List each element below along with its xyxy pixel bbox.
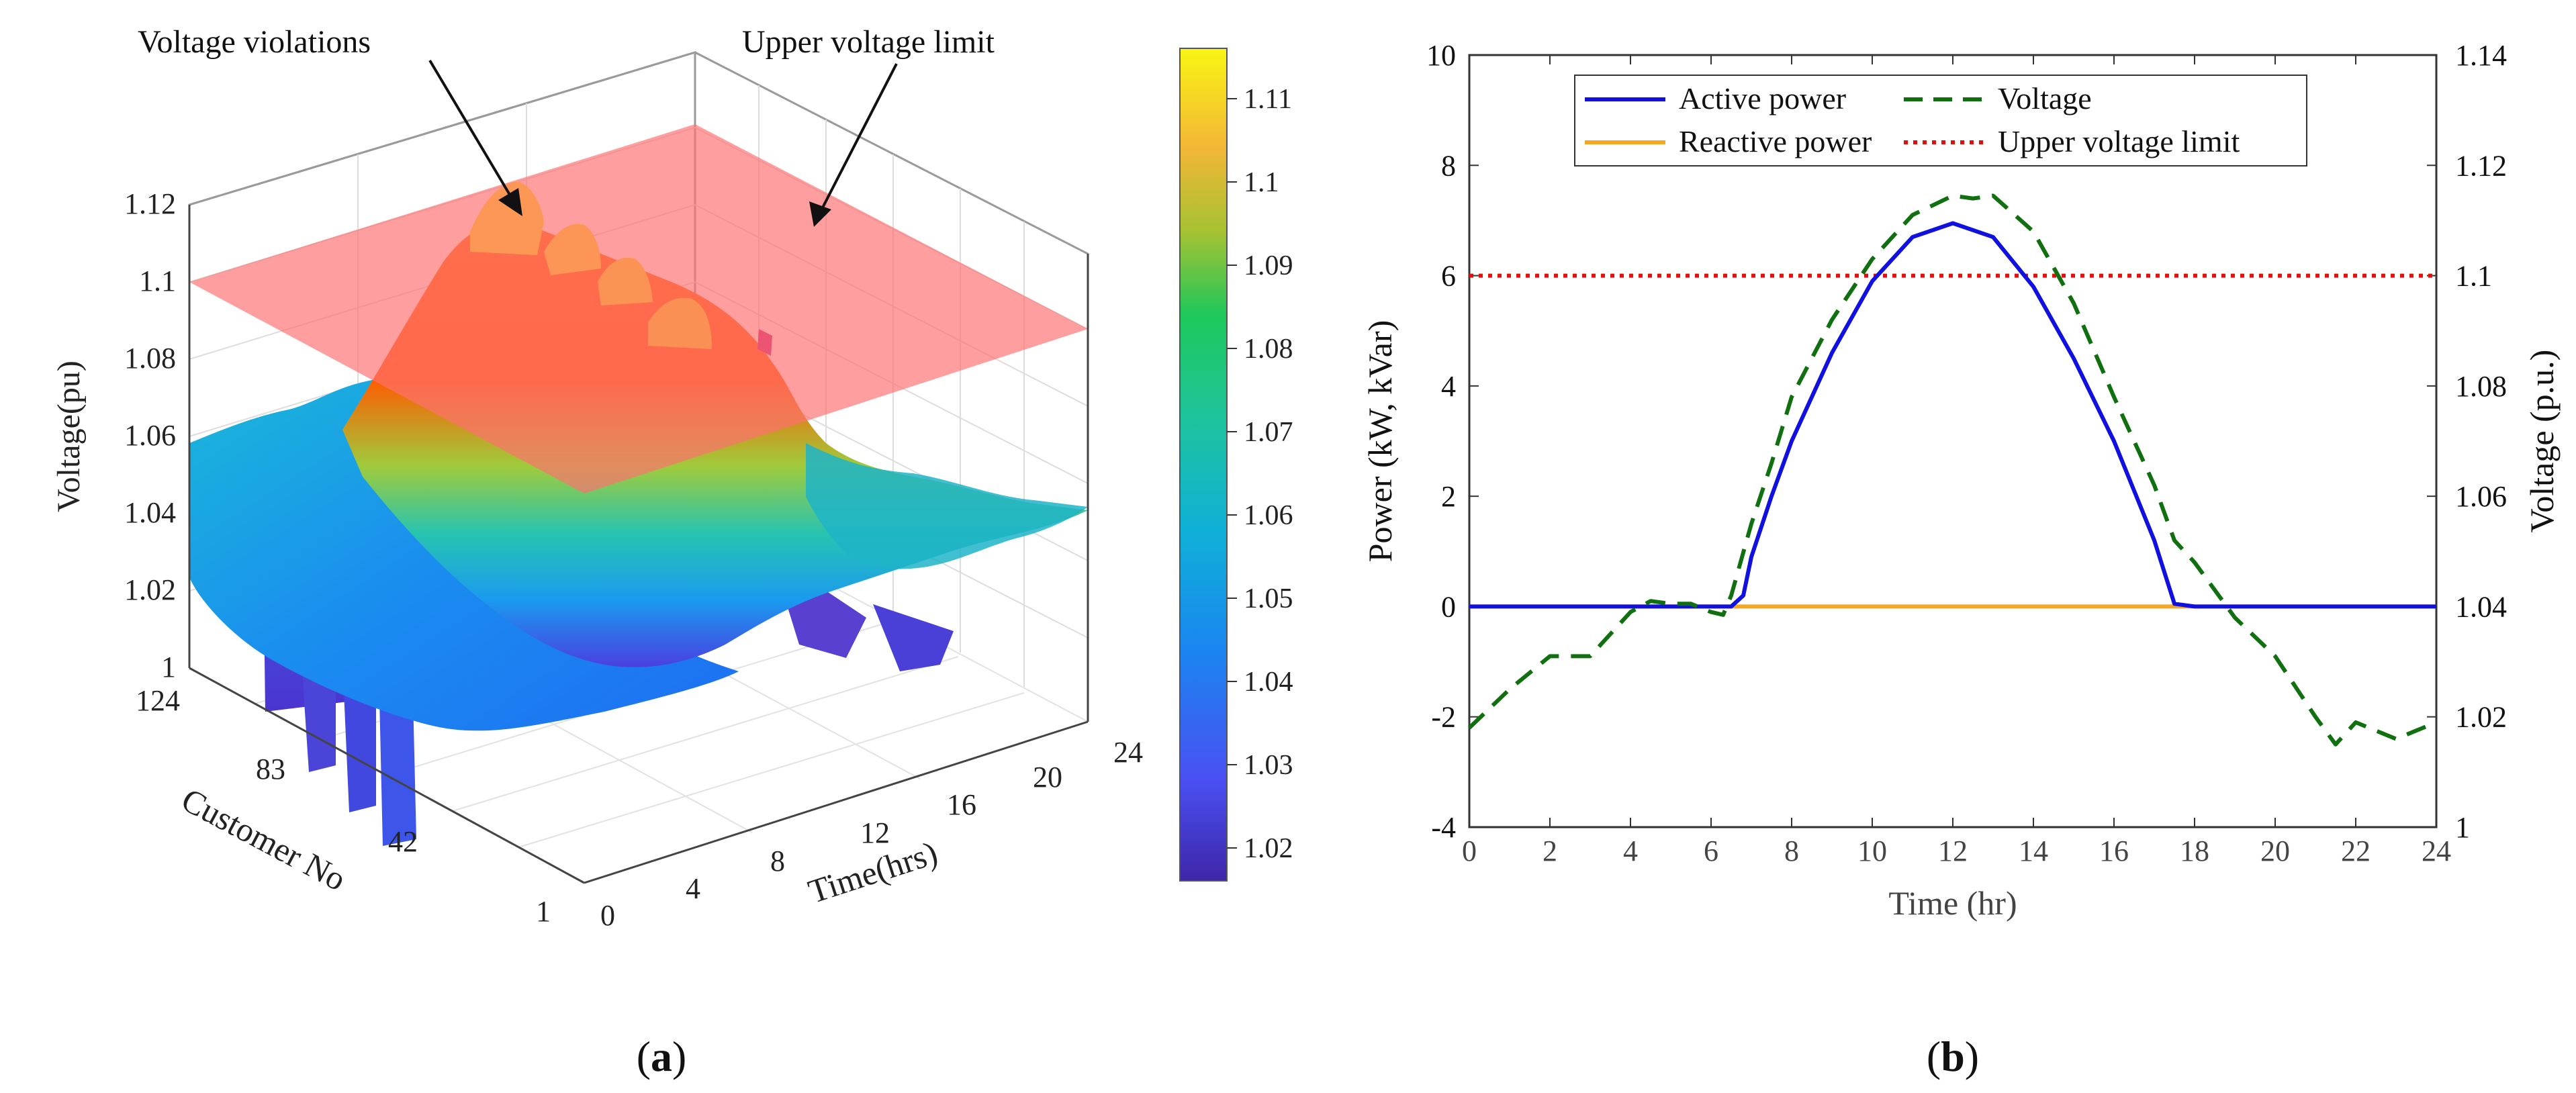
b-xtick-label: 24 [2422,835,2451,867]
b-xtick-label: 14 [2019,835,2048,867]
arrowhead-voltage-violations [498,188,522,216]
annotation-voltage-violations: Voltage violations [138,24,371,60]
legend-voltage: Voltage [1998,81,2092,115]
b-ytick-right-label: 1.12 [2455,149,2507,182]
b-ytick-label: 4 [1441,370,1456,403]
x-tick-0: 0 [600,899,615,932]
b-xlabel: Time (hr) [1888,884,2017,922]
panel-a-surface-chart: 1 1.02 1.04 1.06 1.08 1.1 1.12 Voltage(p… [51,24,1293,1080]
b-xtick-label: 16 [2099,835,2129,867]
b-xtick-label: 8 [1784,835,1799,867]
b-ytick-label: -4 [1431,811,1456,844]
y-axis-ticks: 124 83 42 1 [136,684,551,928]
b-xtick-label: 2 [1543,835,1557,867]
b-ytick-label: -2 [1431,701,1456,734]
b-ytick-right-label: 1.04 [2455,590,2507,623]
z-tick-1.1: 1.1 [139,265,176,297]
arrow-voltage-violations [428,59,515,203]
z-tick-1.02: 1.02 [124,573,176,606]
panel-b-line-chart: 0 2 4 6 8 10 12 14 16 18 20 22 24-4-2024681011.021.0… [1361,39,2561,1080]
legend-box [1574,75,2307,167]
z-tick-1.12: 1.12 [124,187,176,220]
cb-tick-1.09: 1.09 [1244,250,1293,281]
y-axis-label: Customer No [176,780,353,898]
b-ytick-label: 2 [1441,480,1456,513]
upper-limit-plane [189,124,1088,493]
b-ytick-right-label: 1.08 [2455,370,2507,403]
z-tick-1.04: 1.04 [124,496,176,529]
series-line-active-power [1469,221,2436,609]
b-xtick-label: 4 [1623,835,1638,867]
cb-tick-1.07: 1.07 [1244,417,1293,448]
b-xtick-label: 10 [1857,835,1887,867]
x-tick-4: 4 [686,872,700,905]
panel-label-a: (a) [637,1033,687,1080]
z-tick-1.08: 1.08 [124,342,176,375]
x-tick-20: 20 [1033,761,1062,794]
legend-reactive-power: Reactive power [1679,124,1872,158]
x-axis-ticks: 0 4 8 12 16 20 24 [600,736,1143,932]
b-ytick-label: 8 [1441,149,1456,182]
b-ytick-right-label: 1 [2455,811,2470,844]
y-tick-124: 124 [136,684,180,717]
cb-tick-1.05: 1.05 [1244,583,1293,614]
b-ylabel: Power (kW, kVar) [1361,320,1399,563]
b-ytick-right-label: 1.06 [2455,480,2507,513]
colorbar [1179,48,1228,882]
colorbar-ticks: 1.02 1.03 1.04 1.05 1.06 1.07 1.08 1.09 … [1227,84,1293,864]
x-tick-8: 8 [770,845,785,877]
x-tick-16: 16 [947,788,976,821]
cb-tick-1.1: 1.1 [1244,167,1279,198]
legend-upper-voltage-limit: Upper voltage limit [1998,124,2240,158]
b-xtick-label: 0 [1462,835,1477,867]
b-ytick-label: 0 [1441,590,1456,623]
b-ylabel-right: Voltage (p.u.) [2523,350,2561,533]
b-ytick-label: 6 [1441,260,1456,293]
legend: Active power Voltage Reactive power Uppe… [1574,75,2307,167]
x-tick-24: 24 [1113,736,1143,769]
b-ytick-label: 10 [1426,39,1456,72]
b-ytick-right-label: 1.14 [2455,39,2507,72]
panel-label-b: (b) [1927,1033,1979,1080]
z-axis-ticks: 1 1.02 1.04 1.06 1.08 1.1 1.12 [124,187,176,683]
b-xtick-label: 22 [2341,835,2371,867]
cb-tick-1.03: 1.03 [1244,750,1293,781]
b-ytick-right-label: 1.02 [2455,701,2507,734]
legend-active-power: Active power [1679,81,1846,115]
cb-tick-1.02: 1.02 [1244,833,1293,864]
front-axes [188,205,1089,884]
z-tick-1: 1 [161,651,176,683]
b-xtick-label: 12 [1938,835,1968,867]
annotation-upper-voltage-limit: Upper voltage limit [742,24,995,60]
y-tick-1: 1 [536,895,551,928]
b-ytick-right-label: 1.1 [2455,260,2492,293]
y-tick-83: 83 [256,753,285,786]
axis-ticks-b: 0 2 4 6 8 10 12 14 16 18 20 22 24-4-2024681011.021.0… [1426,39,2507,867]
series-line-voltage [1467,193,2438,747]
b-xtick-label: 18 [2180,835,2209,867]
z-axis-label: Voltage(pu) [51,361,87,512]
series-b [1467,193,2438,747]
b-xtick-label: 20 [2260,835,2290,867]
z-tick-1.06: 1.06 [124,419,176,452]
arrow-upper-voltage-limit [819,63,898,212]
cb-tick-1.06: 1.06 [1244,500,1293,531]
plot-area-b [1468,54,2438,828]
b-xtick-label: 6 [1704,835,1718,867]
cb-tick-1.08: 1.08 [1244,334,1293,365]
x-tick-12: 12 [860,816,890,849]
arrowhead-upper-voltage-limit [809,201,831,227]
cb-tick-1.11: 1.11 [1244,84,1292,115]
cb-tick-1.04: 1.04 [1244,667,1293,698]
y-tick-42: 42 [388,825,418,858]
